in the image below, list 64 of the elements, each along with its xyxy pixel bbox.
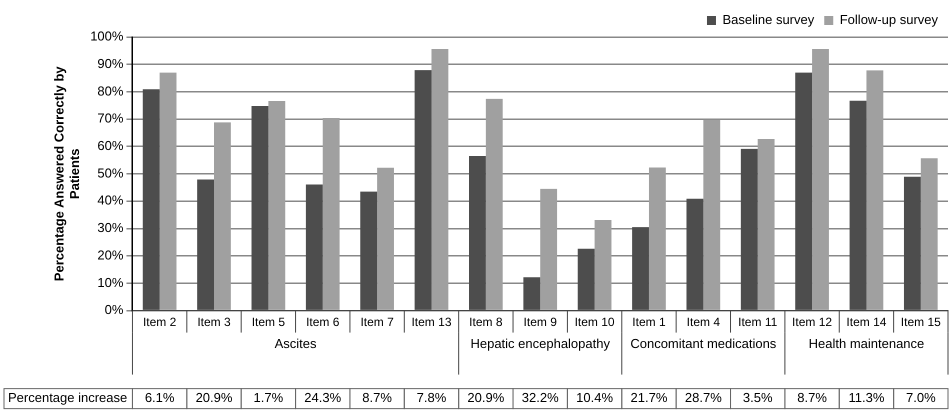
x-tick-label: Item 10: [574, 315, 615, 330]
x-tick-label: Item 3: [197, 315, 231, 330]
text: 28.7%: [684, 390, 722, 406]
y-tick-label: 70%: [97, 110, 124, 126]
text: 1.7%: [254, 390, 284, 406]
bar: [431, 49, 448, 310]
text: 8.7%: [797, 390, 828, 406]
text: Ascites: [274, 336, 318, 352]
x-tick-label: Item 5: [252, 315, 286, 330]
text: 7.8%: [416, 390, 447, 406]
x-tick-label: Item 7: [360, 315, 394, 330]
y-tick-label: 0%: [104, 302, 124, 318]
x-tick-label: Item 15: [900, 315, 942, 330]
y-tick-label: 30%: [97, 220, 124, 236]
y-tick-label: 80%: [97, 83, 124, 98]
x-tick-label: Item 6: [306, 315, 340, 330]
text: 11.3%: [848, 390, 885, 406]
bar: [214, 122, 231, 310]
bar: [268, 101, 286, 310]
text: 8.7%: [362, 390, 392, 406]
x-tick-label: Item 14: [846, 315, 887, 330]
text: 10.4%: [576, 390, 614, 406]
text: 7.0%: [906, 390, 936, 406]
bar: [866, 70, 884, 310]
text: 20.9%: [196, 390, 233, 406]
bar: [377, 168, 394, 310]
x-tick-label: Item 13: [411, 315, 452, 330]
y-tick-label: 20%: [97, 247, 124, 262]
bar: [486, 98, 503, 310]
bar: [703, 120, 720, 310]
legend-label: Baseline survey: [722, 12, 815, 28]
x-tick-label: Item 1: [632, 315, 666, 330]
y-tick-label: 10%: [97, 274, 124, 290]
x-tick-label: Item 12: [792, 315, 832, 330]
text: 20.9%: [467, 390, 505, 406]
text: 21.7%: [630, 390, 668, 406]
x-tick-label: Item 11: [738, 315, 778, 330]
y-tick-label: 100%: [90, 28, 124, 44]
bar: [920, 158, 938, 310]
bar: [812, 49, 829, 310]
text: Health maintenance: [808, 336, 924, 352]
x-tick-label: Item 4: [686, 315, 720, 330]
bar: [540, 188, 558, 310]
x-tick-label: Item 2: [142, 315, 177, 330]
bar: [160, 72, 176, 310]
y-tick-label: 90%: [97, 56, 124, 71]
text: Concomitant medications: [630, 336, 777, 352]
bar: [322, 118, 340, 310]
x-tick-label: Item 8: [469, 315, 503, 330]
y-tick-label: 60%: [97, 138, 124, 154]
text: 3.5%: [742, 390, 773, 406]
text: Percentage increase: [8, 390, 128, 406]
y-tick-label: 50%: [97, 165, 124, 180]
legend-label: Follow-up survey: [840, 12, 938, 28]
bar: [594, 220, 612, 310]
bar: [758, 139, 775, 310]
x-tick-label: Item 9: [524, 315, 558, 330]
text: 6.1%: [144, 390, 175, 406]
text: 32.2%: [522, 390, 560, 406]
y-tick-label: 40%: [97, 192, 124, 208]
bar: [648, 168, 666, 310]
y-axis-title: Percentage Answered Correctly by Patients: [51, 66, 82, 282]
text: Hepatic encephalopathy: [470, 336, 610, 352]
text: 24.3%: [304, 390, 342, 406]
